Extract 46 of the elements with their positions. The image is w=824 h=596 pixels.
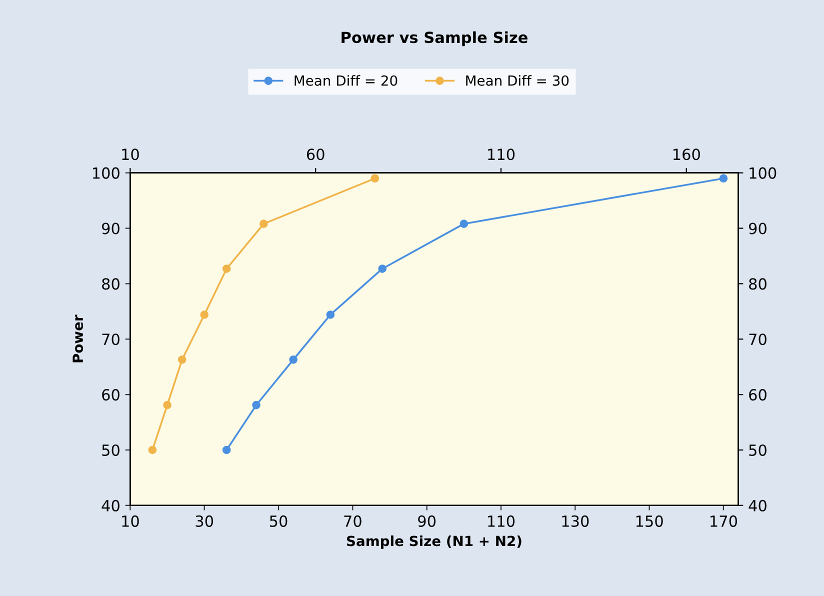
x2-tick-label: 110 — [488, 148, 515, 160]
y-tick-label: 50 — [102, 444, 120, 456]
y2-tick-label: 80 — [749, 278, 766, 290]
y-tick-label: 40 — [102, 500, 120, 512]
x-tick-label: 70 — [344, 515, 362, 527]
y-tick-label: 60 — [102, 389, 120, 401]
x-tick-label: 10 — [122, 515, 139, 527]
x-tick-label: 50 — [270, 515, 288, 527]
x2-tick-label: 10 — [122, 148, 139, 160]
point — [370, 174, 380, 183]
point — [163, 400, 172, 410]
point — [378, 264, 387, 273]
point — [222, 264, 231, 273]
x-axis-title: Sample Size (N1 + N2) — [347, 535, 522, 549]
point — [460, 220, 468, 228]
y2-tick-label: 40 — [748, 500, 766, 512]
y-tick-label: 90 — [102, 222, 120, 234]
y-tick-label: 100 — [92, 167, 120, 179]
point — [200, 310, 209, 319]
y2-tick-label: 100 — [750, 167, 776, 179]
x-tick-label: 90 — [418, 515, 436, 527]
y2-tick-label: 90 — [748, 222, 766, 234]
point — [178, 355, 186, 364]
y2-tick-label: 50 — [749, 444, 766, 456]
point — [222, 446, 231, 454]
y-axis-title: Power — [72, 314, 84, 362]
point — [719, 174, 728, 183]
point — [326, 310, 335, 319]
chart-title: Power vs Sample Size — [342, 31, 528, 46]
x-tick-label: 150 — [636, 515, 663, 527]
x2-tick-label: 160 — [673, 148, 700, 160]
x-tick-label: 130 — [562, 515, 589, 527]
point — [289, 355, 298, 364]
legend-label: Mean Diff = 20 — [294, 75, 398, 86]
y-tick-label: 70 — [102, 334, 120, 346]
legend-label: Mean Diff = 30 — [466, 75, 569, 86]
y-tick-label: 80 — [102, 278, 120, 290]
x-tick-label: 110 — [488, 515, 515, 527]
y2-tick-label: 60 — [749, 389, 766, 401]
x2-tick-label: 60 — [306, 148, 324, 160]
point — [148, 446, 157, 454]
x-tick-label: 170 — [710, 515, 738, 527]
x-tick-label: 30 — [196, 515, 214, 527]
point — [252, 400, 260, 410]
point — [260, 220, 268, 228]
y2-tick-label: 70 — [749, 334, 766, 346]
